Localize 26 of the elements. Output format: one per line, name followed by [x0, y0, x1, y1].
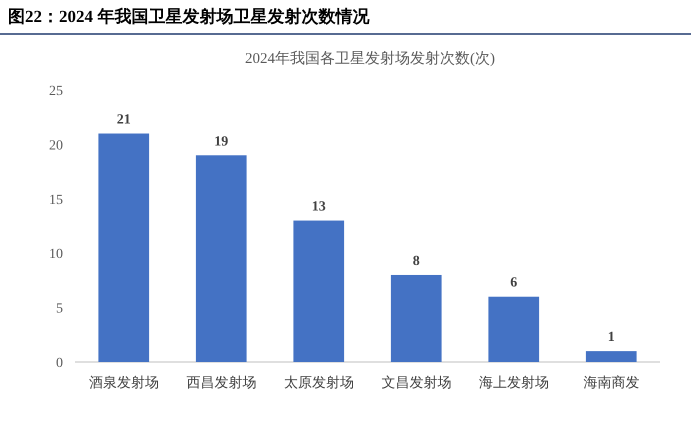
bar — [390, 274, 442, 362]
bar — [293, 220, 344, 362]
y-tick-label: 25 — [49, 84, 63, 99]
x-tick-label: 海上发射场 — [478, 375, 549, 391]
x-tick-label: 文昌发射场 — [381, 375, 452, 391]
y-tick-label: 20 — [49, 138, 63, 154]
bar — [586, 351, 637, 362]
data-label: 8 — [412, 254, 420, 269]
y-tick-label: 10 — [49, 247, 63, 262]
y-tick-label: 0 — [56, 356, 63, 371]
bar — [488, 296, 540, 362]
y-tick-label: 15 — [49, 192, 63, 208]
x-tick-label: 太原发射场 — [284, 375, 354, 391]
x-tick-label: 西昌发射场 — [186, 375, 256, 391]
x-tick-label: 海南商发 — [583, 375, 640, 391]
data-label: 19 — [214, 134, 228, 150]
data-label: 21 — [116, 112, 131, 128]
x-tick-label: 酒泉发射场 — [88, 375, 159, 391]
y-tick-label: 5 — [56, 302, 63, 317]
data-label: 13 — [312, 200, 326, 215]
chart-title: 图22：2024 年我国卫星发射场卫星发射次数情况 — [8, 7, 370, 26]
data-label: 6 — [510, 276, 518, 291]
data-label: 1 — [608, 330, 615, 346]
bar — [98, 134, 150, 362]
bar — [196, 155, 247, 362]
chart-subtitle: 2024年我国各卫星发射场发射次数(次) — [245, 50, 495, 67]
